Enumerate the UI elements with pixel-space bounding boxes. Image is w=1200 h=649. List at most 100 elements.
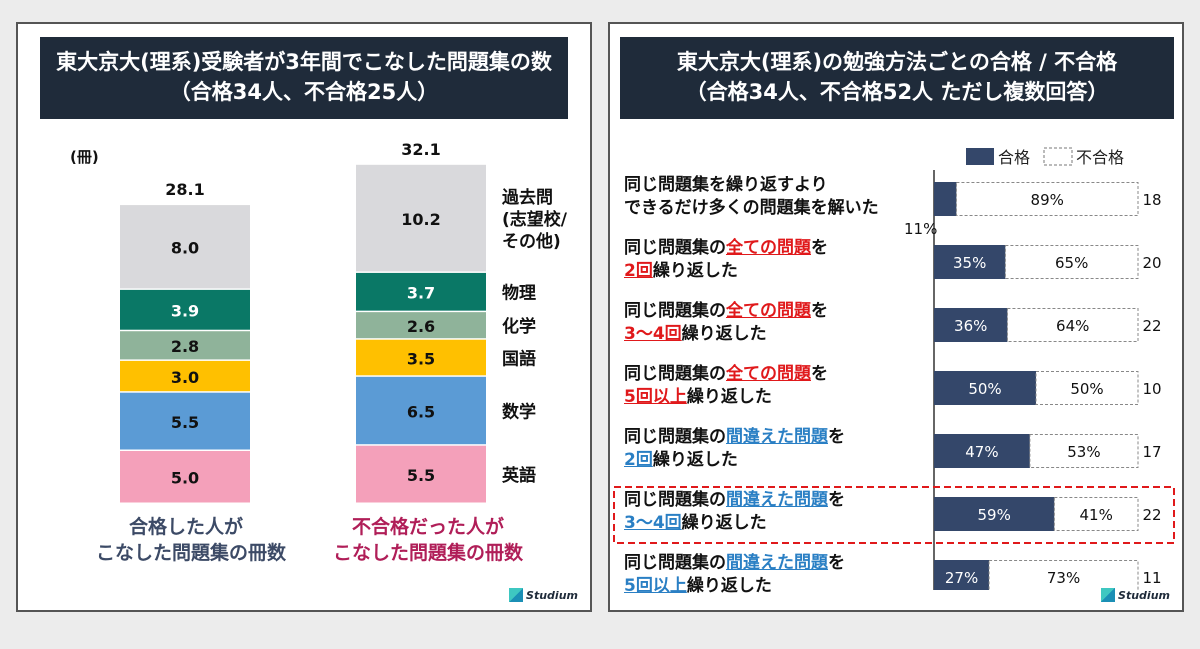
horizontal-bar-chart: 合格 不合格 11% 89% 18 35% 65% 20 36% 64% 22 50% 50% 10 4… [613, 147, 1175, 590]
failed-label-line2: こなした問題集の冊数 [332, 542, 523, 564]
bar-segment-5-1 [356, 164, 486, 272]
bar-value-label: 3.7 [407, 284, 435, 303]
left-title: 東大京大(理系)受験者が3年間でこなした問題集の数 （合格34人、不合格25人） [40, 37, 568, 119]
bar-segment-4-1 [356, 272, 486, 311]
bar-segment-1-1 [356, 376, 486, 445]
question-text: 同じ問題集の [624, 490, 726, 510]
respondent-count: 11 [1142, 569, 1161, 587]
question-text: を [828, 427, 845, 447]
question-line-1: 同じ問題集を繰り返すより [624, 174, 879, 197]
legend-fail-swatch [1043, 147, 1073, 166]
studium-logo-text: Studium [526, 588, 578, 602]
fail-percent-label: 53% [1067, 443, 1100, 461]
question-text: 繰り返した [686, 576, 772, 596]
respondent-count: 17 [1142, 443, 1161, 461]
question-label: 同じ問題集を繰り返すより できるだけ多くの問題集を解いた [624, 174, 879, 220]
question-text: 繰り返した [681, 513, 767, 533]
question-label: 同じ問題集の全ての問題を 2回繰り返した [624, 237, 828, 283]
respondent-count: 18 [1142, 191, 1161, 209]
respondent-count: 22 [1142, 317, 1161, 335]
emphasis-text: 2回 [624, 450, 653, 470]
right-title-line2: （合格34人、不合格52人 ただし複数回答） [685, 80, 1109, 104]
series-label: 化学 [502, 316, 536, 337]
pass-percent-label: 36% [954, 317, 987, 335]
question-text: 繰り返した [686, 387, 772, 407]
series-label: 国語 [502, 348, 536, 369]
question-line-2: 2回繰り返した [624, 449, 845, 472]
fail-percent-label: 89% [1031, 191, 1064, 209]
pass-bar [934, 308, 1008, 342]
question-text: 同じ問題集の [624, 364, 726, 384]
fail-bar [1053, 497, 1139, 531]
pass-percent-label: 47% [965, 443, 998, 461]
studium-cube-icon [1101, 588, 1116, 602]
bar-segment-5-0 [120, 205, 250, 289]
series-label: その他) [502, 231, 561, 252]
question-line-2: できるだけ多くの問題集を解いた [624, 197, 879, 220]
series-label: 過去問 [502, 187, 553, 208]
bar-value-label: 2.6 [407, 317, 435, 336]
question-line-2: 3〜4回繰り返した [624, 512, 845, 535]
question-line-2: 3〜4回繰り返した [624, 323, 828, 346]
passed-category-label: 合格した人が こなした問題集の冊数 [96, 514, 287, 566]
question-label: 同じ問題集の間違えた問題を 2回繰り返した [624, 426, 845, 472]
bar-value-label: 10.2 [401, 210, 440, 229]
failed-label-line1: 不合格だった人が [351, 516, 504, 538]
question-line-1: 同じ問題集の全ての問題を [624, 300, 828, 323]
respondent-count: 20 [1142, 254, 1161, 272]
fail-bar [1035, 371, 1139, 405]
question-line-1: 同じ問題集の間違えた問題を [624, 426, 845, 449]
fail-bar [1029, 434, 1139, 468]
emphasis-text: 3〜4回 [624, 513, 682, 533]
pass-percent-label: 50% [968, 380, 1001, 398]
question-text: を [811, 238, 828, 258]
series-label: 英語 [502, 465, 536, 486]
studium-logo: Studium [509, 588, 578, 602]
passed-label-line2: こなした問題集の冊数 [96, 542, 287, 564]
emphasis-text: 5回以上 [624, 576, 687, 596]
question-text: 繰り返した [652, 450, 738, 470]
studium-logo-text: Studium [1118, 588, 1170, 602]
question-line-1: 同じ問題集の間違えた問題を [624, 552, 845, 575]
bar-segment-3-0 [120, 331, 250, 360]
fail-percent-label: 73% [1047, 569, 1080, 587]
left-panel: 東大京大(理系)受験者が3年間でこなした問題集の数 （合格34人、不合格25人）… [16, 22, 592, 612]
question-line-1: 同じ問題集の全ての問題を [624, 237, 828, 260]
studium-logo-right: Studium [1101, 588, 1170, 602]
series-label: 物理 [502, 283, 536, 304]
stacked-bar-chart: (冊) 5.0 5.5 3.0 2.8 3.9 8.0 28.1 5.5 6.5 3.5 2.6 3.… [70, 140, 568, 503]
bar-value-label: 3.0 [171, 368, 199, 387]
emphasis-text: 全ての問題 [726, 301, 811, 321]
fail-percent-label: 64% [1056, 317, 1089, 335]
unit-label: (冊) [70, 148, 99, 166]
right-panel: 東大京大(理系)の勉強方法ごとの合格 / 不合格 （合格34人、不合格52人 た… [608, 22, 1184, 612]
legend-pass-label: 合格 [998, 148, 1030, 167]
bar-value-label: 5.5 [407, 466, 435, 485]
question-text: を [811, 364, 828, 384]
pass-percent-label: 35% [953, 254, 986, 272]
legend-pass-swatch [966, 148, 994, 165]
question-label: 同じ問題集の間違えた問題を 3〜4回繰り返した [624, 489, 845, 535]
question-label: 同じ問題集の全ての問題を 5回以上繰り返した [624, 363, 828, 409]
pass-bar [934, 497, 1055, 531]
question-text: できるだけ多くの問題集を解いた [624, 198, 879, 218]
emphasis-text: 2回 [624, 261, 653, 281]
emphasis-text: 全ての問題 [726, 238, 811, 258]
passed-label-line1: 合格した人が [128, 516, 243, 538]
question-text: を [811, 301, 828, 321]
bar-total-label: 28.1 [165, 180, 204, 199]
fail-percent-label: 41% [1080, 506, 1113, 524]
right-title: 東大京大(理系)の勉強方法ごとの合格 / 不合格 （合格34人、不合格52人 た… [620, 37, 1174, 119]
fail-percent-label: 65% [1055, 254, 1088, 272]
bar-segment-0-0 [120, 451, 250, 503]
emphasis-text: 間違えた問題 [726, 490, 828, 510]
right-title-line1: 東大京大(理系)の勉強方法ごとの合格 / 不合格 [676, 50, 1118, 74]
question-line-2: 5回以上繰り返した [624, 575, 845, 598]
question-line-2: 2回繰り返した [624, 260, 828, 283]
series-label: 数学 [502, 401, 536, 422]
legend-fail-label: 不合格 [1076, 148, 1124, 167]
question-line-1: 同じ問題集の全ての問題を [624, 363, 828, 386]
question-text: 繰り返した [652, 261, 738, 281]
bar-value-label: 5.5 [171, 413, 199, 432]
fail-bar [955, 182, 1139, 216]
